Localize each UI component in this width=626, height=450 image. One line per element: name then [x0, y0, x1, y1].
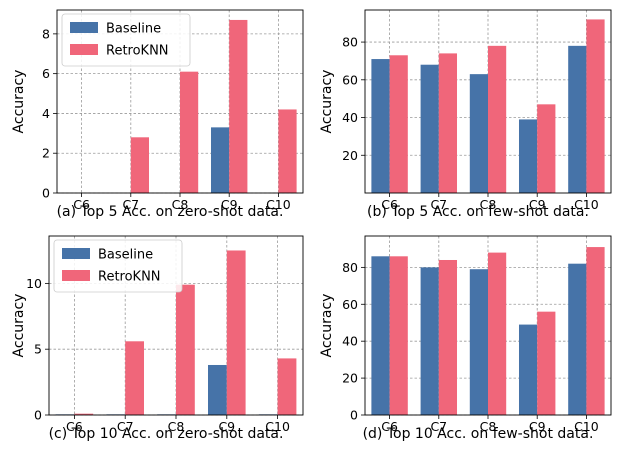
y-axis-label: Accuracy	[11, 70, 27, 134]
legend-label: RetroKNN	[106, 44, 169, 59]
baseline-bar-c8	[469, 269, 488, 415]
plot-frame	[56, 9, 304, 194]
retroknn-bar-c7	[438, 259, 458, 415]
retroknn-bar-c8	[176, 284, 195, 415]
y-tick-label: 8	[42, 26, 50, 41]
y-tick-label: 2	[42, 146, 50, 161]
baseline-bar-c6	[371, 256, 390, 415]
baseline-bar-c10	[568, 45, 587, 193]
y-axis-label: Accuracy	[319, 70, 335, 134]
y-tick-label: 80	[342, 260, 358, 275]
plot-frame	[48, 235, 304, 416]
x-tick-label: C9	[221, 197, 238, 212]
x-tick-label: C6	[381, 197, 398, 212]
legend: Baseline RetroKNN	[61, 13, 191, 67]
x-tick-label: C6	[73, 197, 90, 212]
y-tick-label: 4	[42, 106, 50, 121]
baseline-bar-c7	[420, 267, 439, 415]
chart-panel-3: 0 5 10 C6 C7 C8 C9 C10 Accuracy (c) Top 10 Acc. o…	[11, 235, 304, 442]
retroknn-bar-c6	[389, 256, 408, 415]
panel-caption: (c) Top 10 Acc. on zero-shot data.	[49, 426, 284, 442]
x-tick-label: C6	[66, 419, 83, 434]
retroknn-bar-c9	[229, 19, 248, 194]
retroknn-bar-c9	[537, 311, 556, 415]
chart-panel-4: 0 20 40 60 80 C6 C7 C8 C9 C10 Accuracy (d) Top 10 A…	[319, 235, 612, 442]
y-tick-label: 6	[42, 66, 50, 81]
legend-swatch-retroknn	[62, 270, 90, 281]
retroknn-bar-c10	[278, 109, 297, 193]
retroknn-bar-c7	[130, 137, 150, 193]
plot-frame	[364, 9, 612, 194]
baseline-bar-c6	[371, 59, 390, 194]
baseline-bar-c9	[518, 324, 538, 415]
x-tick-label: C10	[266, 197, 291, 212]
baseline-bar-c8	[469, 74, 488, 193]
y-tick-label: 40	[342, 334, 358, 349]
y-tick-label: 40	[342, 110, 358, 125]
legend-swatch-baseline	[62, 248, 90, 259]
y-axis-label: Accuracy	[11, 294, 27, 358]
retroknn-bar-c10	[586, 19, 605, 194]
panel-caption: (d) Top 10 Acc. on few-shot data.	[363, 426, 594, 442]
retroknn-bar-c9	[226, 250, 246, 415]
x-tick-label: C8	[480, 197, 497, 212]
retroknn-bar-c6	[389, 55, 408, 193]
retroknn-bar-c7	[438, 53, 458, 193]
x-tick-label: C7	[122, 197, 139, 212]
x-tick-label: C10	[574, 419, 599, 434]
x-tick-label: C9	[218, 419, 235, 434]
y-tick-label: 0	[42, 186, 50, 201]
baseline-bar-c9	[210, 127, 230, 193]
y-tick-label: 0	[34, 408, 42, 423]
x-tick-label: C8	[168, 419, 185, 434]
legend: Baseline RetroKNN	[53, 239, 183, 293]
x-tick-label: C9	[529, 419, 546, 434]
chart-panel-1: 0 2 4 6 8 C6 C7 C8 C9 C10 Accuracy (a) Top 5 Acc. o…	[11, 9, 304, 220]
y-tick-label: 10	[26, 276, 42, 291]
y-tick-label: 20	[342, 148, 358, 163]
x-tick-label: C7	[117, 419, 134, 434]
y-tick-label: 80	[342, 35, 358, 50]
x-tick-label: C7	[430, 197, 447, 212]
y-tick-label: 0	[350, 408, 358, 423]
y-tick-label: 60	[342, 297, 358, 312]
y-tick-label: 5	[34, 342, 42, 357]
x-tick-label: C6	[381, 419, 398, 434]
y-tick-label: 20	[342, 371, 358, 386]
baseline-bar-c7	[420, 64, 439, 194]
retroknn-bar-c8	[488, 45, 507, 193]
y-tick-label: 60	[342, 72, 358, 87]
baseline-bar-c9	[518, 119, 538, 193]
legend-label: RetroKNN	[98, 270, 161, 285]
y-axis-label: Accuracy	[319, 294, 335, 358]
panel-caption: (a) Top 5 Acc. on zero-shot data.	[57, 204, 284, 220]
legend-swatch-retroknn	[70, 44, 98, 55]
baseline-bar-c9	[208, 364, 227, 415]
legend-label: Baseline	[106, 22, 161, 37]
chart-panel-2: 20 40 60 80 C6 C7 C8 C9 C10 Accuracy (b) Top 5 Acc…	[319, 9, 612, 220]
x-tick-label: C9	[529, 197, 546, 212]
plot-frame	[364, 235, 612, 416]
retroknn-bar-c9	[537, 104, 556, 193]
x-tick-label: C10	[265, 419, 290, 434]
retroknn-bar-c6	[74, 413, 94, 415]
retroknn-bar-c10	[277, 358, 297, 415]
legend-label: Baseline	[98, 248, 153, 263]
x-tick-label: C7	[430, 419, 447, 434]
x-tick-label: C8	[480, 419, 497, 434]
x-tick-label: C10	[574, 197, 599, 212]
retroknn-bar-c10	[586, 247, 605, 415]
legend-swatch-baseline	[70, 22, 98, 33]
baseline-bar-c10	[568, 263, 587, 415]
retroknn-bar-c8	[488, 252, 507, 415]
x-tick-label: C8	[172, 197, 189, 212]
panel-caption: (b) Top 5 Acc. on few-shot data.	[367, 204, 589, 220]
retroknn-bar-c7	[125, 341, 144, 415]
retroknn-bar-c8	[180, 71, 199, 193]
